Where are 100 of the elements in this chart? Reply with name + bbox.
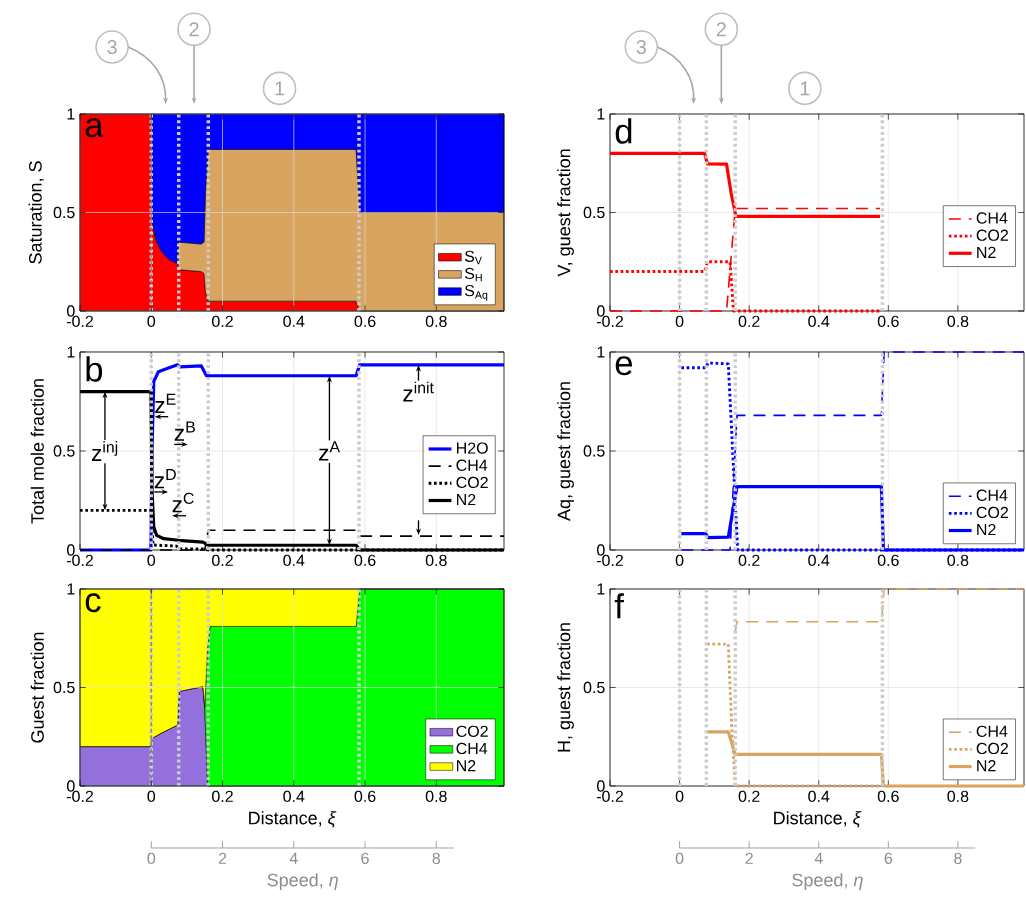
x-tick-label: 0.4: [283, 315, 305, 328]
y-tick-label: 0.5: [583, 445, 605, 457]
y-tick-label: 0: [67, 544, 75, 556]
x-tick-label: 0: [675, 554, 684, 567]
legend-label: N2: [977, 759, 996, 772]
annotation: z$^{D}$: [154, 469, 176, 489]
x2-tick-label: 8: [954, 852, 962, 865]
y-axis-title: H, guest fraction: [557, 623, 574, 752]
legend-label: N2: [457, 759, 476, 772]
y-axis-title: Total mole fraction: [30, 379, 44, 524]
legend-label: CO2: [976, 742, 1008, 755]
y-tick-label: 0: [67, 780, 75, 792]
x-tick-label: 0.6: [877, 790, 899, 803]
text: 1: [800, 81, 810, 96]
y-tick-label: 0: [597, 305, 605, 317]
chart-title: d: [615, 118, 632, 144]
x-tick-label: 0.8: [947, 315, 969, 328]
annotation: z$^{E}$: [155, 393, 176, 414]
x-tick-label: 0.6: [877, 554, 899, 567]
x-axis-title: Distance, ξ: [774, 811, 862, 828]
legend-label: CO2: [456, 725, 488, 737]
x-tick-label: 0.6: [354, 315, 376, 328]
x-tick-label: -0.2: [596, 790, 623, 803]
x2-tick-label: 4: [814, 852, 823, 864]
legend-label: CH4: [456, 742, 488, 755]
x-tick-label: 0.4: [808, 554, 830, 567]
x-tick-label: 0.2: [738, 315, 760, 328]
x-tick-label: 0.6: [877, 315, 899, 328]
chart-title: f: [614, 593, 624, 619]
text: 3: [636, 39, 646, 55]
chart-title: e: [615, 356, 632, 376]
x-tick-label: 0.8: [947, 554, 969, 567]
y-axis-title: Saturation, S: [28, 161, 44, 264]
legend-label: CH4: [456, 459, 488, 471]
y-tick-label: 1: [597, 583, 605, 595]
legend-label: CO2: [976, 229, 1008, 241]
legend-label: H2O: [457, 442, 488, 454]
annotation: z$^{B}$: [174, 421, 195, 441]
text: 1: [275, 81, 285, 96]
y-tick-label: 1: [67, 583, 75, 595]
annotation: z$^{inj}$: [91, 441, 118, 461]
y-axis-title: Guest fraction: [30, 632, 44, 743]
x2-tick-label: 0: [147, 852, 156, 865]
x2-tick-label: 6: [361, 852, 369, 865]
annotation: z$^{C}$: [172, 492, 194, 513]
x-tick-label: 0.2: [212, 554, 233, 567]
x-tick-label: -0.2: [66, 790, 93, 803]
x-tick-label: -0.2: [66, 554, 93, 567]
legend-label: S$_{V}$: [464, 250, 482, 265]
x-tick-label: 0: [147, 790, 156, 803]
x-tick-label: 0.8: [425, 315, 447, 328]
x-tick-label: 0.4: [283, 554, 305, 567]
x2-tick-label: 4: [289, 852, 298, 864]
x-tick-label: 0: [147, 315, 156, 328]
chart-title: b: [86, 356, 103, 382]
y-tick-label: 1: [597, 108, 605, 120]
x-tick-label: 0.6: [354, 790, 376, 803]
legend-label: CH4: [976, 725, 1008, 737]
y-tick-label: 1: [67, 108, 75, 120]
chart-title: c: [85, 593, 101, 613]
y-tick-label: 0.5: [583, 206, 605, 219]
x-tick-label: 0: [675, 315, 684, 328]
x-tick-label: -0.2: [596, 315, 623, 328]
annotation: z$^{A}$: [319, 441, 341, 461]
x2-tick-label: 0: [675, 852, 684, 865]
y-axis-title: Aq, guest fraction: [557, 382, 574, 521]
legend-label: S$_{H}$: [464, 267, 482, 282]
x-tick-label: 0.8: [947, 790, 969, 803]
legend-label: CO2: [456, 476, 488, 489]
y-tick-label: 1: [597, 346, 605, 358]
x-tick-label: 0.4: [808, 315, 830, 328]
text: 3: [107, 39, 117, 55]
legend-label: N2: [977, 523, 996, 536]
y-tick-label: 0: [597, 780, 605, 792]
y-tick-label: 0.5: [583, 681, 605, 694]
y-tick-label: 0.5: [53, 681, 75, 694]
x-tick-label: 0: [675, 790, 684, 803]
x-tick-label: 0.8: [425, 790, 447, 803]
x2-tick-label: 2: [218, 852, 227, 864]
x-tick-label: 0.4: [283, 790, 305, 803]
annotation: z$^{init}$: [403, 381, 434, 402]
y-tick-label: 0: [67, 305, 75, 317]
x-tick-label: 0.2: [738, 790, 760, 803]
y-tick-label: 1: [67, 346, 75, 358]
y-axis-title: V, guest fraction: [557, 149, 574, 277]
legend-label: N2: [977, 246, 996, 258]
chart-title: a: [85, 118, 104, 138]
x2-tick-label: 8: [432, 852, 441, 865]
x2-axis-title: Speed, η: [792, 873, 863, 890]
legend-label: CH4: [976, 212, 1008, 224]
y-tick-label: 0: [597, 544, 605, 556]
x2-tick-label: 6: [884, 852, 893, 865]
x-tick-label: -0.2: [596, 554, 623, 567]
x-tick-label: 0.6: [354, 554, 376, 567]
text: 2: [716, 22, 726, 37]
x-tick-label: 0.8: [425, 554, 447, 567]
x2-axis-title: Speed, η: [267, 873, 338, 890]
x-tick-label: 0: [147, 554, 156, 567]
y-tick-label: 0.5: [53, 206, 75, 219]
legend-label: N2: [457, 493, 476, 506]
